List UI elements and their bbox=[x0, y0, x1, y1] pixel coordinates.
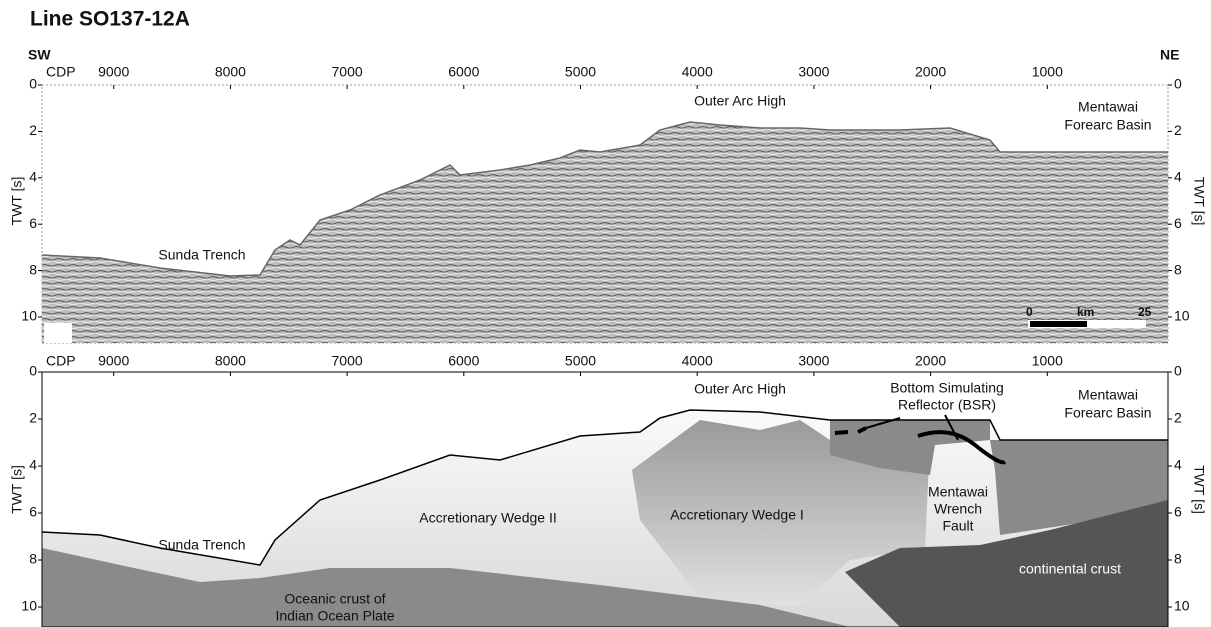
x-tick-label: 9000 bbox=[98, 353, 129, 369]
x-tick-label: 7000 bbox=[332, 353, 363, 369]
x-tick-label: 8000 bbox=[215, 353, 246, 369]
y-tick-label: 4 bbox=[29, 169, 37, 185]
x-tick-label: 4000 bbox=[682, 353, 713, 369]
y-axis-label: TWT [s] bbox=[9, 465, 25, 514]
y-tick-label: 2 bbox=[29, 122, 37, 138]
y-axis-label: TWT [s] bbox=[1191, 465, 1207, 514]
label: Bottom Simulating bbox=[890, 380, 1004, 396]
label: Outer Arc High bbox=[694, 381, 786, 397]
label: Forearc Basin bbox=[1064, 117, 1151, 133]
label: Mentawai bbox=[1078, 387, 1138, 403]
y-tick-label: 2 bbox=[29, 410, 37, 426]
y-tick-label: 2 bbox=[1174, 410, 1182, 426]
x-tick-label: 8000 bbox=[215, 64, 246, 80]
x-tick-label: 9000 bbox=[98, 64, 129, 80]
y-tick-label: 8 bbox=[1174, 261, 1182, 277]
label: Wrench bbox=[934, 501, 982, 517]
scale-label: 25 bbox=[1138, 305, 1152, 319]
label: Sunda Trench bbox=[158, 247, 245, 263]
y-tick-label: 0 bbox=[29, 363, 37, 379]
y-tick-label: 4 bbox=[1174, 169, 1182, 185]
y-axis-label: TWT [s] bbox=[1191, 177, 1207, 226]
y-tick-label: 10 bbox=[1174, 598, 1190, 614]
seismic-panel bbox=[42, 85, 1168, 343]
label: Accretionary Wedge II bbox=[419, 510, 556, 526]
y-axis-label: TWT [s] bbox=[9, 177, 25, 226]
label: Reflector (BSR) bbox=[898, 397, 996, 413]
page: Line SO137-12A SW NE Outer Arc High Ment… bbox=[0, 0, 1211, 627]
x-tick-label: 5000 bbox=[565, 64, 596, 80]
x-tick-label: 5000 bbox=[565, 353, 596, 369]
y-tick-label: 6 bbox=[1174, 504, 1182, 520]
orientation-left: SW bbox=[28, 47, 51, 63]
figure: Line SO137-12A SW NE Outer Arc High Ment… bbox=[0, 0, 1211, 627]
y-tick-label: 0 bbox=[1174, 76, 1182, 92]
x-axis-label: CDP bbox=[46, 64, 76, 80]
y-tick-label: 6 bbox=[1174, 215, 1182, 231]
scale-label: 0 bbox=[1026, 305, 1033, 319]
label: Sunda Trench bbox=[158, 537, 245, 553]
y-tick-label: 4 bbox=[1174, 457, 1182, 473]
label: Oceanic crust of bbox=[284, 591, 385, 607]
x-tick-label: 7000 bbox=[332, 64, 363, 80]
y-tick-label: 10 bbox=[21, 308, 37, 324]
y-tick-label: 0 bbox=[29, 76, 37, 92]
y-tick-label: 8 bbox=[1174, 551, 1182, 567]
orientation-right: NE bbox=[1160, 47, 1179, 63]
y-tick-label: 6 bbox=[29, 215, 37, 231]
x-axis-label: CDP bbox=[46, 353, 76, 369]
y-tick-label: 10 bbox=[21, 598, 37, 614]
y-tick-label: 2 bbox=[1174, 122, 1182, 138]
y-tick-label: 10 bbox=[1174, 308, 1190, 324]
label: Mentawai bbox=[928, 484, 988, 500]
title: Line SO137-12A bbox=[30, 8, 190, 31]
x-tick-label: 1000 bbox=[1032, 353, 1063, 369]
y-tick-label: 4 bbox=[29, 457, 37, 473]
label: Fault bbox=[942, 518, 973, 534]
y-tick-label: 8 bbox=[29, 551, 37, 567]
x-tick-label: 3000 bbox=[798, 353, 829, 369]
y-tick-label: 6 bbox=[29, 504, 37, 520]
label: continental crust bbox=[1019, 561, 1121, 577]
label: Forearc Basin bbox=[1064, 405, 1151, 421]
x-tick-label: 3000 bbox=[798, 64, 829, 80]
interpretation-panel bbox=[42, 372, 1168, 627]
scale-label: km bbox=[1077, 305, 1094, 319]
y-tick-label: 8 bbox=[29, 261, 37, 277]
label: Indian Ocean Plate bbox=[275, 608, 394, 624]
x-tick-label: 2000 bbox=[915, 353, 946, 369]
x-tick-label: 6000 bbox=[448, 353, 479, 369]
x-tick-label: 6000 bbox=[448, 64, 479, 80]
label: Outer Arc High bbox=[694, 93, 786, 109]
x-tick-label: 4000 bbox=[682, 64, 713, 80]
x-tick-label: 1000 bbox=[1032, 64, 1063, 80]
label: Accretionary Wedge I bbox=[670, 507, 804, 523]
x-tick-label: 2000 bbox=[915, 64, 946, 80]
y-tick-label: 0 bbox=[1174, 363, 1182, 379]
label: Mentawai bbox=[1078, 99, 1138, 115]
